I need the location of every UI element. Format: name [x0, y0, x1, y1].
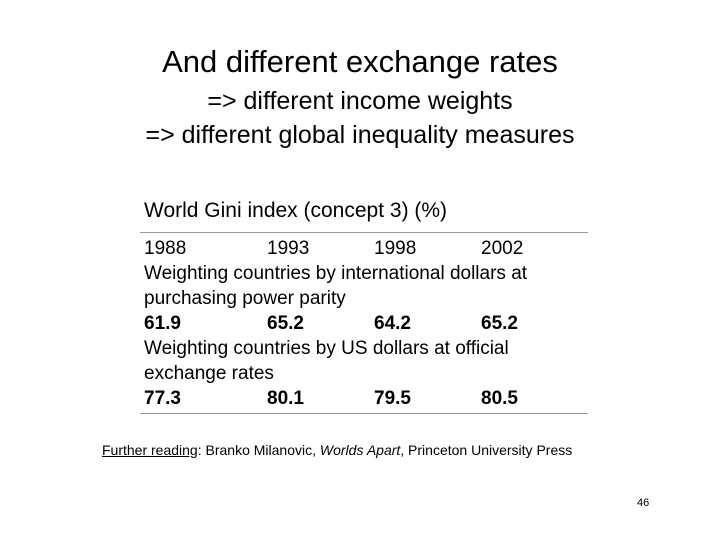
value-cell: 65.2 [267, 313, 304, 334]
value-cell: 61.9 [144, 313, 181, 334]
year-header-row: 1988 1993 1998 2002 [144, 236, 588, 261]
usd-label-line-1: Weighting countries by US dollars at off… [144, 338, 509, 359]
further-reading: Further reading: Branko Milanovic, World… [102, 443, 572, 457]
further-reading-publisher: , Princeton University Press [400, 442, 573, 458]
value-cell: 79.5 [374, 388, 411, 409]
ppp-values-row: 61.9 65.2 64.2 65.2 [144, 311, 588, 336]
value-cell: 65.2 [481, 313, 518, 334]
slide-subtitle-line-2: => different global inequality measures [145, 121, 575, 149]
table-title: World Gini index (concept 3) (%) [144, 199, 448, 222]
further-reading-colon: : [197, 442, 206, 458]
further-reading-author: Branko Milanovic, [205, 442, 320, 458]
value-cell: 80.5 [481, 388, 518, 409]
ppp-label-line-1: Weighting countries by international dol… [144, 263, 528, 284]
slide-title: And different exchange rates [162, 44, 558, 79]
year-cell: 2002 [481, 238, 524, 259]
gini-table: 1988 1993 1998 2002 Weighting countries … [140, 232, 588, 414]
usd-label-line-2: exchange rates [144, 363, 274, 384]
value-cell: 80.1 [267, 388, 304, 409]
value-cell: 64.2 [374, 313, 411, 334]
slide-subtitle-line-1: => different income weights [207, 87, 513, 115]
ppp-label-line-2: purchasing power parity [144, 288, 346, 309]
page-number: 46 [637, 497, 650, 509]
year-cell: 1988 [144, 238, 187, 259]
usd-values-row: 77.3 80.1 79.5 80.5 [144, 386, 588, 411]
value-cell: 77.3 [144, 388, 181, 409]
further-reading-label: Further reading [102, 442, 198, 458]
year-cell: 1998 [374, 238, 417, 259]
further-reading-book: Worlds Apart [319, 442, 401, 458]
year-cell: 1993 [267, 238, 310, 259]
